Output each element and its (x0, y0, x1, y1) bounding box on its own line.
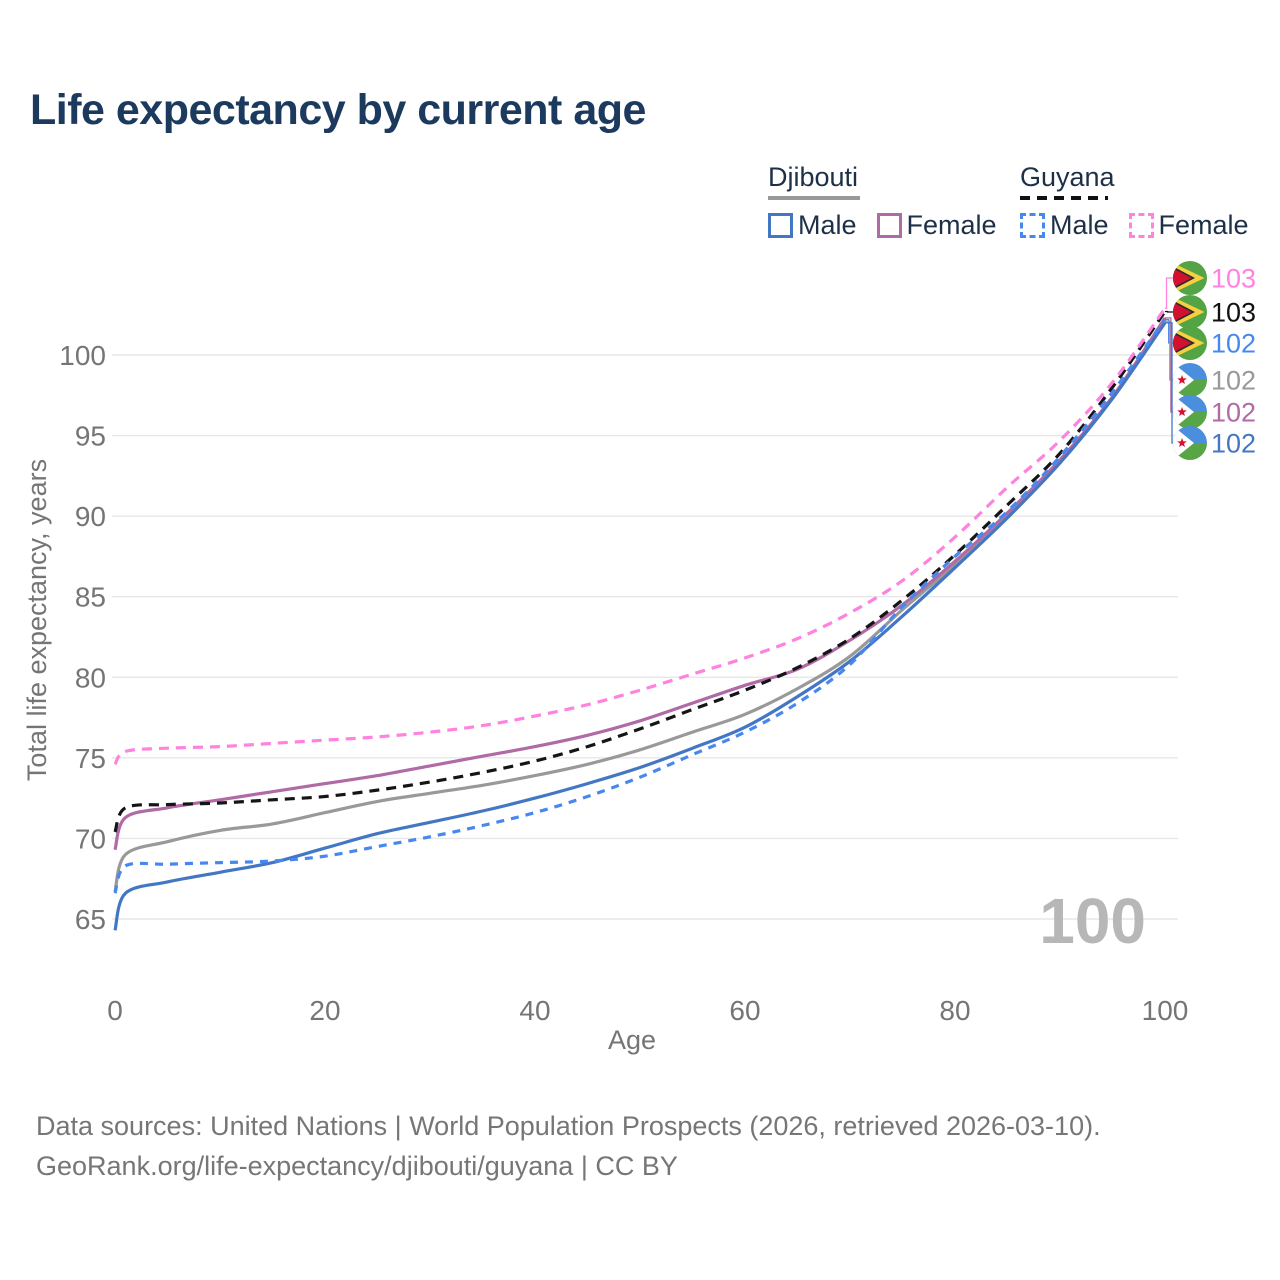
legend-item-djibouti-male[interactable]: Male (768, 210, 857, 241)
x-tick-label: 80 (939, 995, 970, 1026)
guyana-flag-icon (1173, 326, 1207, 360)
legend-item-label: Male (1050, 210, 1109, 240)
legend-item-label: Male (798, 210, 857, 240)
djibouti-flag-icon (1173, 426, 1207, 460)
series-djibouti-female-line[interactable] (113, 317, 1167, 851)
legend-item-djibouti-female[interactable]: Female (876, 210, 997, 241)
end-value-label: 102 (1211, 366, 1256, 396)
y-tick-label: 95 (75, 421, 106, 452)
y-tick-label: 70 (75, 823, 106, 854)
y-tick-label: 75 (75, 743, 106, 774)
legend-item-label: Female (906, 210, 997, 240)
guyana-flag-icon (1173, 261, 1207, 295)
end-value-label: 103 (1211, 264, 1256, 294)
legend-country-djibouti: Djibouti (768, 162, 859, 192)
series-guyana-male-line[interactable] (113, 318, 1167, 894)
guyana-female-swatch (1128, 213, 1154, 238)
series-djibouti-both-line[interactable] (113, 320, 1167, 893)
end-label-guyana-male[interactable]: 102 (1173, 326, 1256, 360)
y-tick-label: 65 (75, 904, 106, 935)
leader-line (1165, 322, 1173, 444)
age-counter-watermark: 100 (1039, 885, 1146, 957)
y-tick-label: 85 (75, 582, 106, 613)
leader-line (1165, 310, 1173, 313)
guyana-male-swatch (1020, 213, 1045, 238)
end-label-djibouti-female[interactable]: 102 (1173, 395, 1256, 429)
djibouti-female-swatch (876, 213, 902, 238)
x-axis-title: Age (608, 1025, 656, 1055)
y-tick-label: 100 (59, 340, 106, 371)
end-value-label: 102 (1211, 429, 1256, 459)
x-tick-label: 100 (1142, 995, 1189, 1026)
legend-country-guyana: Guyana (1020, 162, 1115, 192)
series-guyana-female-line[interactable] (113, 307, 1167, 766)
x-tick-label: 40 (519, 995, 550, 1026)
page-title: Life expectancy by current age (30, 86, 646, 134)
end-value-label: 103 (1211, 298, 1256, 328)
leader-line (1165, 277, 1173, 309)
footer-attribution-line: GeoRank.org/life-expectancy/djibouti/guy… (36, 1151, 678, 1181)
legend-group-djibouti: Djibouti Male Female (768, 162, 1017, 241)
footer-source-line: Data sources: United Nations | World Pop… (36, 1111, 1101, 1141)
series-djibouti-male-line[interactable] (113, 321, 1167, 931)
legend-item-label: Female (1158, 210, 1249, 240)
footer: Data sources: United Nations | World Pop… (36, 1106, 1101, 1186)
end-label-guyana-female[interactable]: 103 (1173, 261, 1256, 295)
y-tick-label: 80 (75, 662, 106, 693)
guyana-flag-icon (1173, 295, 1207, 329)
y-axis-title: Total life expectancy, years (22, 459, 52, 781)
x-tick-label: 0 (107, 995, 123, 1026)
legend-group-guyana: Guyana Male Female (1020, 162, 1269, 241)
end-value-label: 102 (1211, 329, 1256, 359)
series-guyana-both-line[interactable] (113, 310, 1167, 833)
y-tick-label: 90 (75, 501, 106, 532)
end-value-label: 102 (1211, 398, 1256, 428)
chart-legend: Djibouti Male Female Guyana Male (0, 0, 1280, 250)
x-tick-label: 20 (309, 995, 340, 1026)
legend-item-guyana-male[interactable]: Male (1020, 210, 1109, 241)
djibouti-solid-line-swatch (768, 196, 860, 200)
djibouti-male-swatch (768, 213, 793, 238)
end-label-guyana-both[interactable]: 103 (1173, 295, 1256, 329)
djibouti-flag-icon (1173, 363, 1207, 397)
djibouti-flag-icon (1173, 395, 1207, 429)
legend-item-guyana-female[interactable]: Female (1128, 210, 1249, 241)
end-label-djibouti-both[interactable]: 102 (1173, 363, 1256, 397)
end-label-djibouti-male[interactable]: 102 (1173, 426, 1256, 460)
guyana-dashed-line-swatch (1020, 196, 1108, 200)
x-tick-label: 60 (729, 995, 760, 1026)
